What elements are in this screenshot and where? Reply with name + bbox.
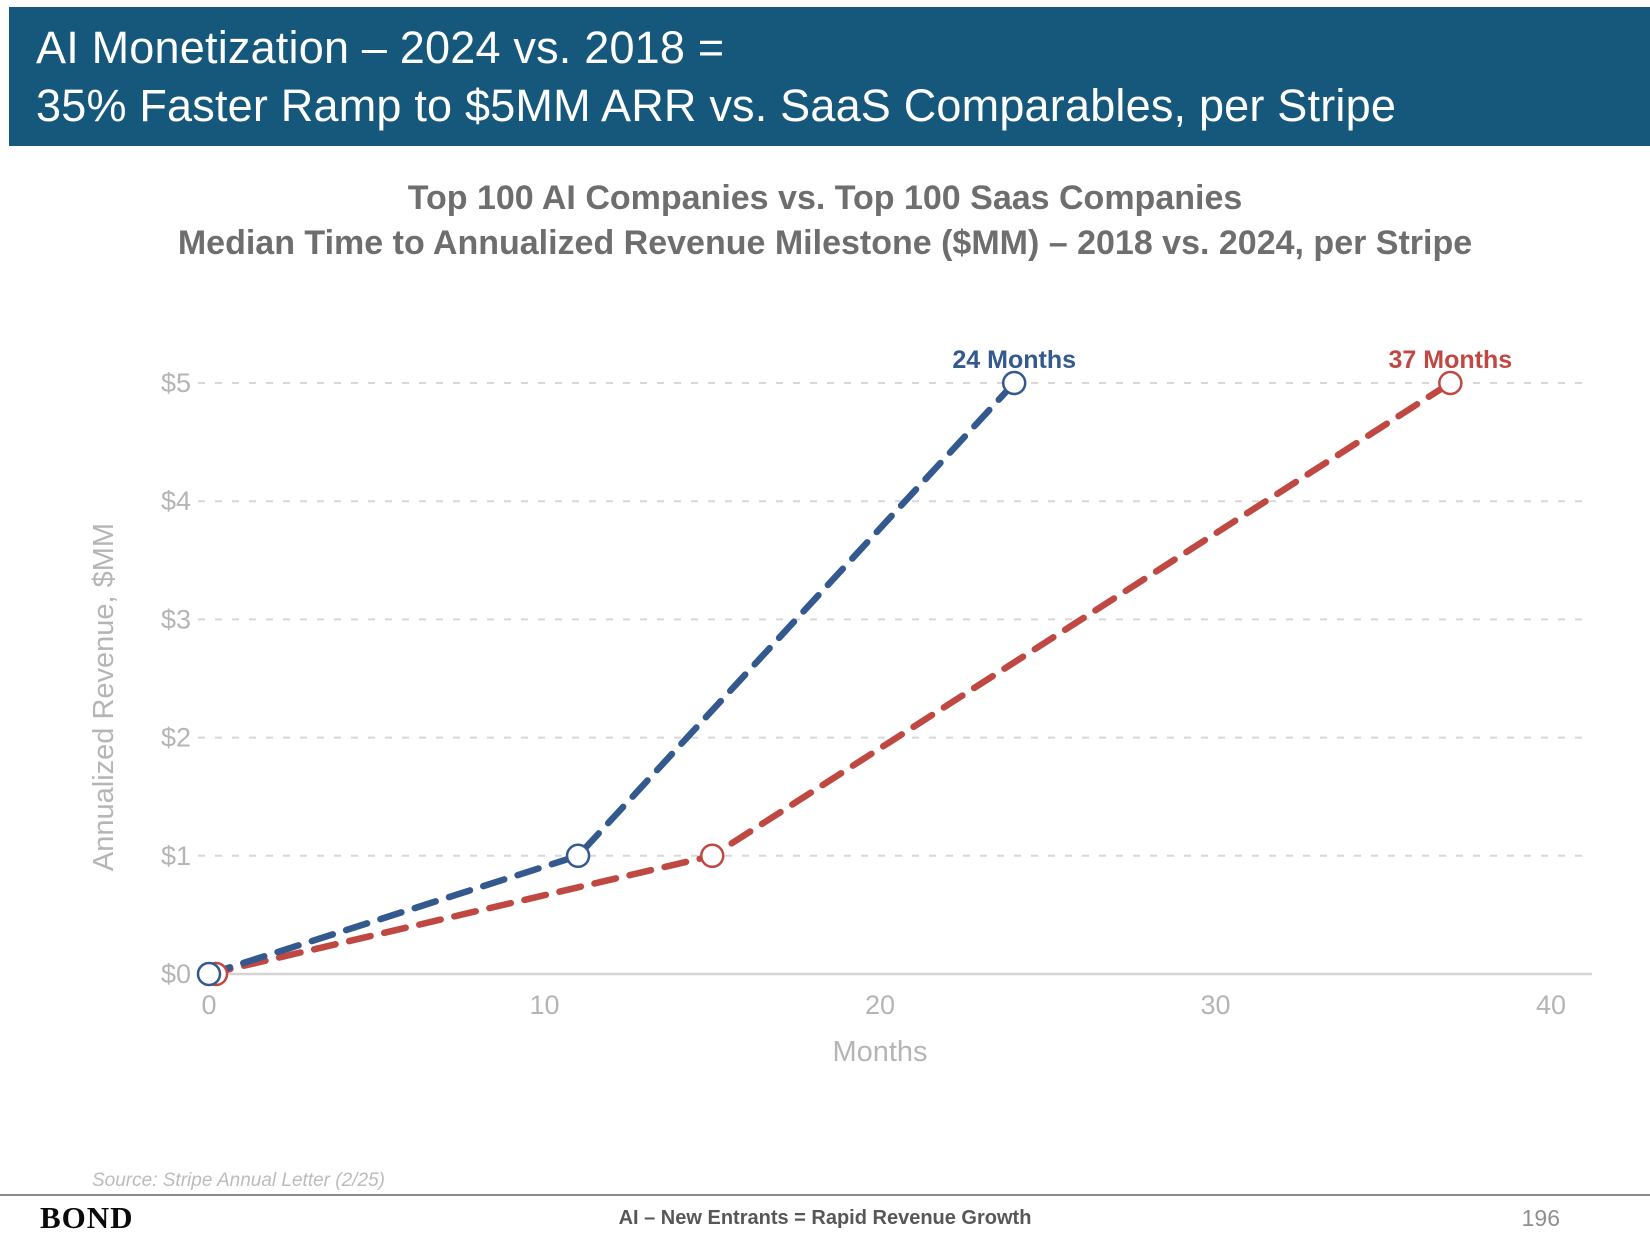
x-tick-label: 0 (201, 990, 216, 1020)
y-axis-title: Annualized Revenue, $MM (88, 522, 120, 872)
milestone-annotation: 37 Months (1389, 346, 1513, 374)
y-tick-label: $0 (161, 959, 191, 989)
x-axis-title: Months (832, 1036, 928, 1068)
series-line (205, 379, 1018, 978)
chart-title-line-2: Median Time to Annualized Revenue Milest… (177, 224, 1473, 262)
slide-footer: BOND AI – New Entrants = Rapid Revenue G… (0, 1194, 1650, 1240)
footer-section-title: AI – New Entrants = Rapid Revenue Growth (618, 1207, 1032, 1229)
bond-logo: BOND (40, 1200, 134, 1235)
source-note: Source: Stripe Annual Letter (2/25) (92, 1170, 385, 1191)
y-tick-label: $3 (161, 604, 191, 634)
data-point-marker (700, 843, 725, 869)
x-tick-label: 40 (1536, 990, 1566, 1020)
data-point-marker (565, 843, 591, 869)
slide-title-line-1: AI Monetization – 2024 vs. 2018 = (36, 21, 725, 73)
page-number: 196 (1521, 1205, 1560, 1231)
x-tick-label: 30 (1200, 990, 1230, 1020)
milestone-annotation: 24 Months (952, 346, 1076, 374)
y-tick-label: $4 (161, 486, 191, 516)
y-tick-label: $1 (161, 841, 191, 871)
x-tick-label: 20 (865, 990, 895, 1020)
data-point-marker (196, 961, 222, 987)
y-tick-label: $2 (161, 723, 191, 753)
slide-header: AI Monetization – 2024 vs. 2018 = 35% Fa… (9, 7, 1650, 146)
y-tick-label: $5 (161, 368, 191, 398)
series-line (205, 379, 1454, 978)
slide-title-line-2: 35% Faster Ramp to $5MM ARR vs. SaaS Com… (36, 79, 1397, 131)
x-tick-label: 10 (529, 990, 559, 1020)
data-point-marker (1001, 370, 1027, 396)
data-point-marker (1438, 370, 1463, 396)
chart-title-line-1: Top 100 AI Companies vs. Top 100 Saas Co… (407, 179, 1243, 217)
chart-title: Top 100 AI Companies vs. Top 100 Saas Co… (0, 176, 1650, 266)
